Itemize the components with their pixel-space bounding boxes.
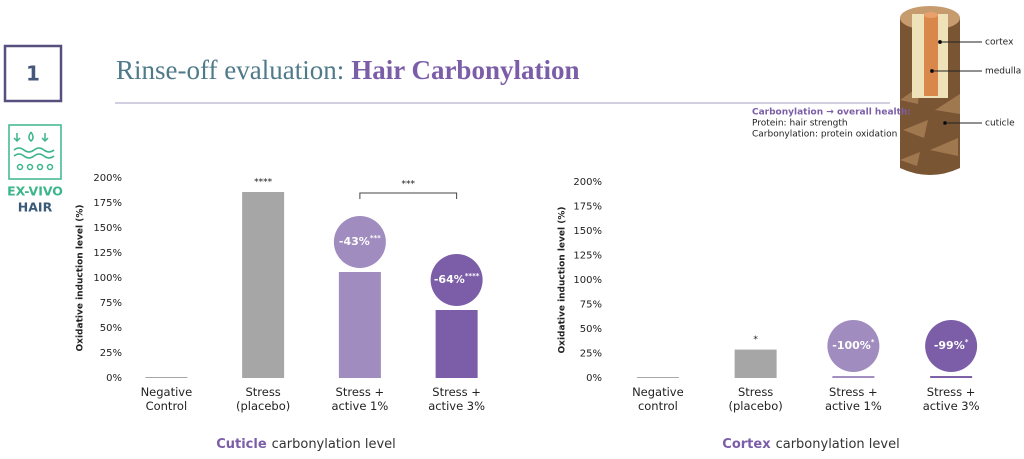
y-tick-label: 0% — [586, 373, 602, 384]
y-tick-label: 200% — [573, 177, 602, 188]
title-plain: Rinse-off evaluation: — [116, 55, 344, 85]
bar — [435, 310, 478, 378]
reduction-significance: *** — [370, 234, 381, 242]
hair-diagram — [900, 6, 982, 175]
y-tick-label: 150% — [93, 223, 122, 234]
y-tick-label: 200% — [93, 173, 122, 184]
reduction-significance: * — [871, 338, 875, 346]
bar — [145, 377, 188, 378]
chart-title-rest: carbonylation level — [272, 437, 396, 452]
diagram-label: medulla — [985, 67, 1021, 77]
y-tick-label: 50% — [580, 324, 602, 335]
badge-icon — [8, 124, 62, 180]
diagram-label: cortex — [985, 38, 1014, 48]
chart-title-rest: carbonylation level — [776, 437, 900, 452]
significance-label: * — [753, 335, 758, 345]
reduction-significance: **** — [465, 272, 480, 280]
y-tick-label: 25% — [580, 349, 602, 360]
note-line: Protein: hair strength — [752, 119, 848, 129]
chart-title-bold: Cuticle — [216, 437, 267, 452]
reduction-bubble — [430, 254, 483, 306]
bar — [734, 349, 777, 378]
reduction-value: -64% — [434, 273, 465, 286]
bar — [636, 377, 679, 378]
reduction-value: -99% — [934, 339, 965, 352]
reduction-bubble — [925, 320, 978, 373]
x-tick-label: Stress + active 1% — [824, 385, 882, 413]
y-tick-label: 75% — [100, 298, 122, 309]
x-tick-label: Stress (placebo) — [236, 385, 291, 413]
bar — [832, 376, 875, 378]
y-tick-label: 125% — [573, 251, 602, 262]
reduction-label: -43%*** — [339, 234, 381, 248]
badge-bottom: HAIR — [18, 200, 53, 215]
x-tick-label: Stress + active 3% — [428, 385, 486, 413]
y-tick-label: 100% — [93, 273, 122, 284]
x-tick-label: Stress + active 1% — [331, 385, 389, 413]
reduction-label: -64%**** — [434, 272, 480, 286]
y-tick-label: 175% — [93, 198, 122, 209]
note-line: Carbonylation: protein oxidation — [752, 130, 897, 140]
chart-title: Cortex carbonylation level — [722, 437, 899, 452]
x-tick-label: Stress + active 3% — [922, 385, 980, 413]
y-tick-label: 75% — [580, 300, 602, 311]
reduction-value: -100% — [832, 339, 871, 352]
reduction-label: -99%* — [934, 338, 969, 352]
reduction-bubble — [827, 320, 880, 373]
y-tick-label: 125% — [93, 248, 122, 259]
y-tick-label: 25% — [100, 348, 122, 359]
y-tick-label: 100% — [573, 275, 602, 286]
reduction-significance: * — [965, 338, 969, 346]
diagram-label: cuticle — [985, 119, 1015, 129]
chart-title-bold: Cortex — [722, 437, 771, 452]
reduction-label: -100%* — [832, 338, 875, 352]
y-tick-label: 0% — [106, 373, 122, 384]
badge-top: EX-VIVO — [7, 184, 63, 199]
bar — [930, 376, 973, 378]
slide-title: Rinse-off evaluation: Hair Carbonylation — [116, 55, 579, 85]
chart-title: Cuticle carbonylation level — [216, 437, 396, 452]
y-tick-label: 50% — [100, 323, 122, 334]
y-tick-label: 150% — [573, 226, 602, 237]
x-tick-label: Negative Control — [140, 385, 193, 413]
reduction-bubble — [333, 216, 386, 268]
y-axis-title: Oxidative induction level (%) — [76, 205, 86, 352]
x-tick-label: Stress (placebo) — [728, 385, 783, 413]
significance-label: **** — [254, 178, 273, 188]
number-box — [3, 44, 63, 103]
bracket-label: *** — [402, 180, 416, 190]
bar — [242, 192, 285, 378]
title-bold: Hair Carbonylation — [351, 55, 579, 85]
reduction-value: -43% — [339, 235, 370, 248]
y-axis-title: Oxidative induction level (%) — [558, 207, 568, 354]
bar — [338, 272, 381, 378]
slide-number: 1 — [26, 62, 40, 86]
note-heading: Carbonylation → overall health: — [752, 108, 911, 118]
significance-bracket — [359, 192, 458, 199]
x-tick-label: Negative control — [632, 385, 684, 413]
y-tick-label: 175% — [573, 202, 602, 213]
